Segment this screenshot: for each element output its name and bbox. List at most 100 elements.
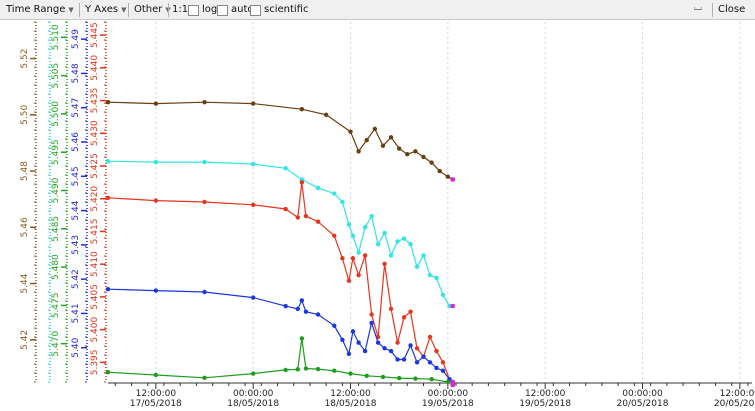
y-tick-label: 5.425: [90, 153, 100, 179]
data-point: [105, 195, 111, 200]
data-point: [283, 367, 288, 373]
time-range-label: Time Range: [6, 4, 66, 15]
log-label: log: [202, 4, 218, 15]
time-range-menu[interactable]: Time Range ▼: [6, 3, 74, 17]
data-point: [369, 312, 374, 317]
y-tick-label: 5.44: [20, 273, 30, 293]
x-tick-date: 19/05/2018: [519, 399, 571, 409]
x-tick-date: 18/05/2018: [227, 399, 279, 409]
data-point: [414, 264, 420, 269]
data-point: [413, 376, 418, 381]
ratio-button[interactable]: 1:1: [172, 4, 189, 15]
data-point: [364, 137, 369, 143]
x-tick-date: 20/05/2018: [617, 399, 669, 409]
data-point: [395, 357, 400, 362]
data-point: [408, 309, 413, 314]
x-tick-date: 19/05/2018: [422, 399, 474, 409]
data-point: [440, 292, 446, 298]
data-point: [295, 367, 300, 372]
data-point: [369, 320, 374, 326]
close-button[interactable]: Close: [718, 4, 746, 15]
log-checkbox[interactable]: [188, 5, 199, 16]
y-axes: 5.42 5.44 5.46 5.48 5.50 5.52 5.470 5.475 5.480 5…: [20, 21, 107, 383]
data-point: [401, 357, 407, 362]
data-point: [429, 160, 434, 165]
data-point: [413, 149, 418, 154]
data-point: [299, 106, 305, 112]
data-point: [350, 256, 356, 261]
y-tick-label: 5.435: [90, 88, 100, 114]
data-point: [153, 372, 159, 378]
data-point: [388, 306, 394, 312]
data-point: [382, 261, 387, 267]
data-point: [421, 354, 426, 359]
data-point: [153, 288, 159, 293]
data-point: [447, 303, 452, 309]
y-tick-label: 5.41: [71, 303, 81, 323]
data-point: [323, 112, 329, 118]
data-point: [202, 159, 207, 165]
data-point: [202, 99, 207, 105]
series-line: [107, 182, 454, 386]
data-point: [356, 250, 361, 255]
series-line: [107, 288, 454, 383]
data-point: [340, 256, 345, 261]
data-point: [350, 233, 356, 238]
scientific-label: scientific: [264, 4, 309, 15]
data-point: [303, 309, 309, 314]
data-point: [250, 295, 256, 300]
other-menu[interactable]: Other▼: [134, 3, 171, 17]
data-point: [375, 241, 381, 247]
data-point: [332, 191, 337, 196]
data-point: [362, 253, 368, 258]
y-tick-label: 5.485: [51, 216, 61, 242]
data-point: [401, 315, 407, 320]
data-point: [153, 198, 159, 203]
data-point: [445, 379, 451, 385]
series-line: [107, 338, 453, 384]
toolbar: Time Range▼ Y Axes▼ Other▼ 1:1 log auto …: [0, 0, 755, 20]
data-point: [401, 236, 407, 241]
y-tick-label: 5.400: [90, 316, 100, 342]
data-point: [369, 213, 374, 219]
data-point: [445, 174, 451, 179]
time-series-chart[interactable]: 5.42 5.44 5.46 5.48 5.50 5.52 5.470 5.475 5.480 5…: [0, 20, 755, 411]
data-point: [340, 199, 345, 205]
data-point: [202, 375, 207, 380]
x-tick-date: 17/05/2018: [130, 399, 182, 409]
data-point: [332, 323, 337, 328]
grid: [155, 22, 741, 382]
data-point: [408, 241, 413, 247]
auto-label: auto: [231, 4, 254, 15]
y-tick-label: 5.52: [20, 49, 30, 69]
data-point: [396, 375, 402, 381]
toolbar-separator: [128, 3, 129, 17]
data-point: [414, 360, 420, 365]
end-marker: [450, 304, 455, 309]
data-point: [299, 180, 305, 185]
y-tick-label: 5.430: [90, 120, 100, 146]
data-point: [250, 161, 256, 167]
series-layer: [105, 99, 455, 388]
x-tick-time: 12:00:00: [330, 389, 371, 399]
data-point: [332, 368, 337, 373]
data-point: [362, 225, 368, 230]
y-axes-menu[interactable]: Y Axes ▼: [85, 3, 127, 17]
data-point: [348, 129, 353, 134]
scientific-checkbox[interactable]: [250, 5, 261, 16]
auto-checkbox[interactable]: [217, 5, 228, 16]
y-tick-label: 5.43: [71, 235, 81, 255]
y-tick-label: 5.415: [90, 219, 100, 245]
data-point: [105, 369, 111, 375]
y-tick-label: 5.49: [71, 29, 81, 49]
y-tick-label: 5.47: [71, 98, 81, 118]
x-tick-date: 18/05/2018: [325, 399, 377, 409]
data-point: [105, 99, 111, 105]
data-point: [303, 213, 309, 219]
x-tick-time: 12:00:00: [136, 389, 177, 399]
collapse-icon[interactable]: ⌴: [694, 2, 702, 13]
data-point: [395, 340, 400, 345]
data-point: [340, 337, 345, 343]
data-point: [427, 360, 433, 365]
y-tick-label: 5.48: [71, 63, 81, 83]
